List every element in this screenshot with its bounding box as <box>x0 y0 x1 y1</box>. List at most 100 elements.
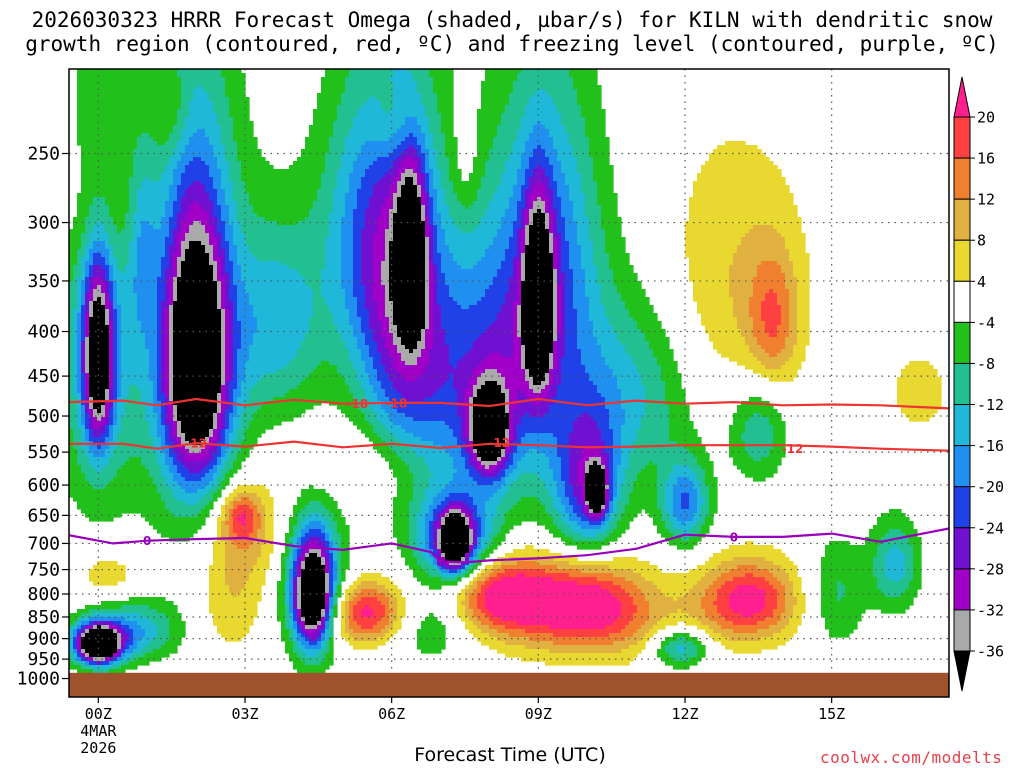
omega-cell <box>273 181 278 186</box>
omega-cell <box>157 169 162 174</box>
omega-cell <box>197 149 202 154</box>
omega-cell <box>573 113 578 118</box>
omega-cell <box>373 189 378 194</box>
omega-cell <box>549 169 554 174</box>
omega-cell <box>85 181 90 186</box>
omega-cell <box>553 117 558 122</box>
omega-cell <box>97 177 102 182</box>
omega-cell <box>525 129 530 134</box>
omega-cell <box>165 145 170 150</box>
omega-cell <box>165 201 170 206</box>
omega-cell <box>169 141 174 146</box>
omega-cell <box>381 73 386 78</box>
omega-cell <box>181 161 186 166</box>
omega-cell <box>413 109 418 114</box>
omega-cell <box>493 121 498 126</box>
omega-cell <box>213 89 218 94</box>
omega-cell <box>733 217 738 222</box>
omega-cell <box>233 109 238 114</box>
omega-cell <box>77 109 82 114</box>
omega-cell <box>581 89 586 94</box>
omega-cell <box>565 217 570 222</box>
omega-cell <box>701 205 706 210</box>
omega-cell <box>461 209 466 214</box>
omega-cell <box>481 209 486 214</box>
omega-cell <box>357 137 362 142</box>
omega-cell <box>369 81 374 86</box>
omega-cell <box>145 145 150 150</box>
omega-cell <box>577 121 582 126</box>
omega-cell <box>473 201 478 206</box>
omega-cell <box>373 141 378 146</box>
omega-cell <box>445 101 450 106</box>
omega-cell <box>561 81 566 86</box>
omega-cell <box>737 177 742 182</box>
omega-cell <box>401 185 406 190</box>
omega-cell <box>149 201 154 206</box>
omega-cell <box>429 137 434 142</box>
omega-cell <box>329 69 334 74</box>
omega-cell <box>521 181 526 186</box>
omega-cell <box>201 93 206 98</box>
omega-cell <box>169 177 174 182</box>
omega-cell <box>605 157 610 162</box>
omega-cell <box>541 217 546 222</box>
omega-cell <box>137 161 142 166</box>
omega-cell <box>441 121 446 126</box>
omega-cell <box>177 221 182 226</box>
omega-cell <box>601 185 606 190</box>
omega-cell <box>565 117 570 122</box>
omega-cell <box>709 173 714 178</box>
omega-cell <box>137 121 142 126</box>
omega-cell <box>545 101 550 106</box>
omega-cell <box>725 185 730 190</box>
omega-cell <box>545 69 550 74</box>
omega-cell <box>437 69 442 74</box>
omega-cell <box>577 161 582 166</box>
omega-cell <box>285 201 290 206</box>
omega-cell <box>173 73 178 78</box>
omega-cell <box>165 137 170 142</box>
omega-cell <box>353 209 358 214</box>
omega-cell <box>509 193 514 198</box>
omega-cell <box>229 137 234 142</box>
omega-cell <box>477 109 482 114</box>
omega-cell <box>609 217 614 222</box>
omega-cell <box>85 129 90 134</box>
omega-cell <box>213 217 218 222</box>
omega-cell <box>341 181 346 186</box>
omega-cell <box>725 149 730 154</box>
omega-cell <box>445 121 450 126</box>
omega-cell <box>493 129 498 134</box>
omega-cell <box>341 109 346 114</box>
omega-cell <box>201 109 206 114</box>
omega-cell <box>313 201 318 206</box>
omega-cell <box>381 105 386 110</box>
omega-cell <box>597 165 602 170</box>
omega-cell <box>129 69 134 74</box>
omega-cell <box>177 213 182 218</box>
omega-cell <box>525 125 530 130</box>
omega-cell <box>365 161 370 166</box>
omega-cell <box>425 129 430 134</box>
omega-cell <box>349 145 354 150</box>
omega-cell <box>269 165 274 170</box>
omega-cell <box>493 97 498 102</box>
omega-cell <box>241 113 246 118</box>
omega-cell <box>177 161 182 166</box>
omega-cell <box>445 117 450 122</box>
omega-cell <box>165 153 170 158</box>
omega-cell <box>753 205 758 210</box>
omega-cell <box>521 145 526 150</box>
omega-cell <box>609 197 614 202</box>
omega-cell <box>205 89 210 94</box>
omega-cell <box>121 73 126 78</box>
omega-cell <box>253 173 258 178</box>
omega-cell <box>121 93 126 98</box>
omega-cell <box>509 173 514 178</box>
omega-cell <box>205 157 210 162</box>
omega-cell <box>293 189 298 194</box>
omega-cell <box>445 137 450 142</box>
omega-cell <box>533 213 538 218</box>
omega-cell <box>369 113 374 118</box>
